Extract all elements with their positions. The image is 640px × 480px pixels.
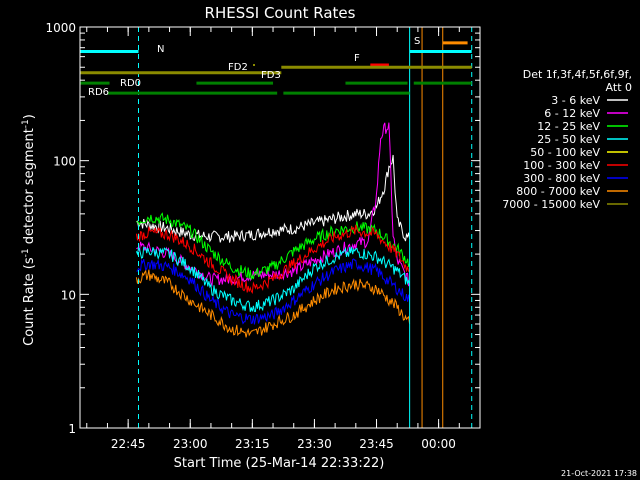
series-line-5 [136,258,411,325]
x-axis-label: Start Time (25-Mar-14 22:33:22) [174,456,385,471]
bar-label-0: N [157,44,164,55]
plot-frame [79,26,481,429]
x-tick-label: 23:45 [359,437,394,451]
x-tick-label: 23:15 [235,437,270,451]
series-line-4 [135,224,410,295]
bar-label-5: RD0 [120,78,141,89]
series-line-0 [136,154,411,243]
y-axis-label-part: detector segment [22,128,37,248]
y-tick-label: 1 [68,422,76,436]
bar-label-3: FD2 [228,62,248,73]
x-tick-label: 00:00 [421,437,456,451]
y-tick-label: 1000 [45,21,76,35]
y-axis-label-part: Count Rate (s [22,257,37,346]
legend-entry-label: 100 - 300 keV [523,159,600,172]
x-tick-label: 22:45 [111,437,146,451]
y-axis-label-part: -1 [21,119,31,128]
legend-header-att: Att 0 [606,81,632,94]
x-tick-label: 23:30 [297,437,332,451]
legend-entry-label: 300 - 800 keV [523,172,600,185]
legend-entry-label: 800 - 7000 keV [516,185,600,198]
series-line-3 [135,246,411,313]
y-axis-label-part: -1 [21,248,31,257]
footer-date: 21-Oct-2021 17:38 [561,469,637,478]
legend-entry-label: 3 - 6 keV [551,94,600,107]
legend-entry-label: 50 - 100 keV [530,146,600,159]
bar-label-6: RD6 [88,87,109,98]
series-line-6 [135,269,411,338]
legend-entry-label: 7000 - 15000 keV [502,198,600,211]
legend-entry-label: 25 - 50 keV [537,133,600,146]
series-line-2 [136,212,411,280]
fd2-marker-dot [253,64,255,66]
y-tick-label: 100 [53,155,76,169]
y-tick-label: 10 [61,288,76,302]
legend-entry-label: 12 - 25 keV [537,120,600,133]
bar-label-1: S [414,36,420,47]
legend-header: Det 1f,3f,4f,5f,6f,9f, [523,68,632,81]
y-axis-label: Count Rate (s-1 detector segment-1) [21,114,37,346]
x-tick-label: 23:00 [173,437,208,451]
legend-entry-label: 6 - 12 keV [544,107,600,120]
series-line-1 [136,122,411,287]
bar-label-2: F [354,53,360,64]
bar-label-4: FD3 [261,70,281,81]
chart-title: RHESSI Count Rates [205,4,356,22]
y-axis-label-part: ) [22,114,37,119]
